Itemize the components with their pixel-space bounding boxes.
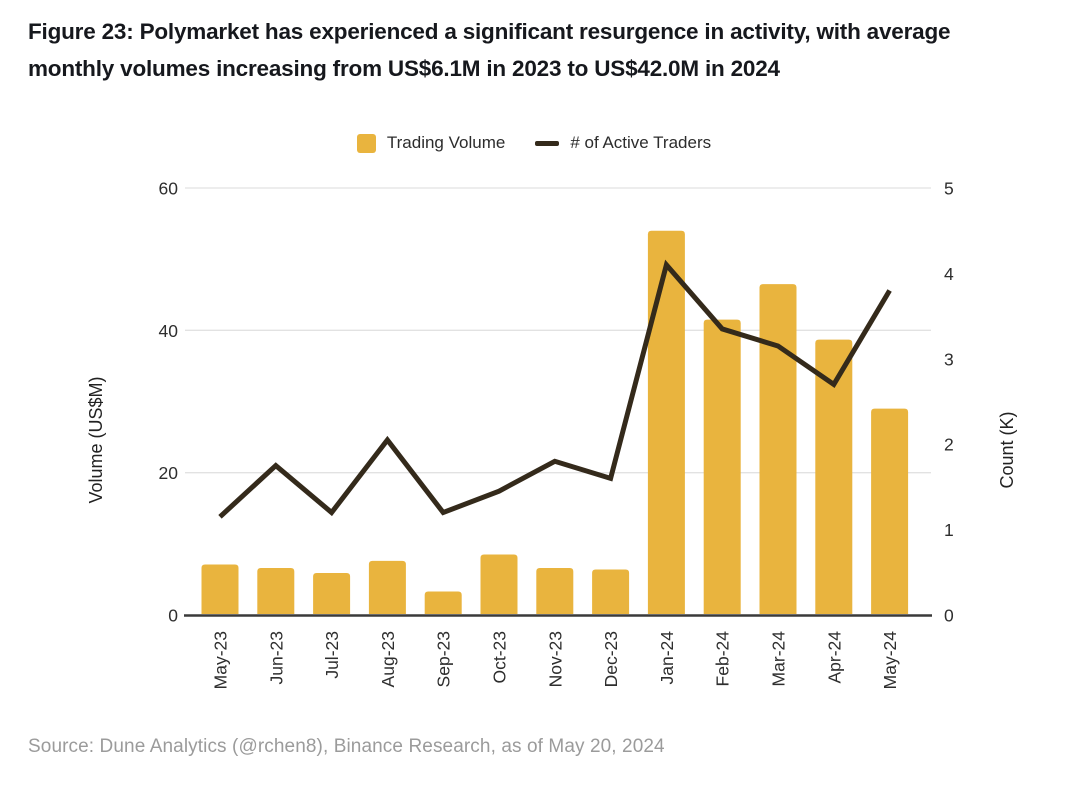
x-tick-Oct-23: Oct-23	[490, 631, 510, 684]
legend-label-active-traders: # of Active Traders	[570, 133, 712, 152]
x-tick-Sep-23: Sep-23	[434, 631, 454, 687]
x-tick-Aug-23: Aug-23	[378, 631, 398, 687]
x-tick-Dec-23: Dec-23	[601, 631, 621, 687]
legend-item-active-traders: # of Active Traders	[535, 133, 711, 153]
x-tick-Jul-23: Jul-23	[322, 631, 342, 679]
volume-bar-Apr-24	[815, 339, 853, 614]
volume-bar-Oct-23	[480, 554, 518, 614]
active-traders-line	[218, 259, 892, 519]
volume-bar-Aug-23	[368, 560, 406, 614]
figure-title: Figure 23: Polymarket has experienced a …	[28, 19, 951, 81]
y-right-tick-5: 5	[944, 179, 954, 199]
x-tick-Nov-23: Nov-23	[545, 631, 565, 687]
x-tick-Jun-23: Jun-23	[266, 631, 286, 685]
chart-legend: Trading Volume # of Active Traders	[0, 133, 1068, 153]
volume-bar-Feb-24	[703, 319, 741, 614]
volume-bar-Mar-24	[759, 284, 797, 614]
right-axis-title: Count (K)	[997, 411, 1017, 488]
left-axis-title: Volume (US$M)	[86, 376, 106, 503]
x-tick-Feb-24: Feb-24	[713, 631, 733, 687]
x-tick-May-24: May-24	[880, 631, 900, 690]
legend-item-trading-volume: Trading Volume	[356, 133, 506, 153]
y-right-tick-4: 4	[944, 264, 954, 284]
volume-bar-Dec-23	[592, 569, 630, 614]
y-right-tick-3: 3	[944, 349, 954, 369]
y-left-tick-20: 20	[159, 463, 179, 483]
y-left-tick-0: 0	[168, 606, 178, 626]
y-right-tick-1: 1	[944, 520, 954, 540]
y-left-tick-60: 60	[159, 179, 179, 199]
volume-bar-May-24	[871, 408, 909, 614]
source-note: Source: Dune Analytics (@rchen8), Binanc…	[28, 736, 665, 757]
x-tick-Mar-24: Mar-24	[769, 631, 789, 687]
volume-bar-Nov-23	[536, 568, 574, 614]
volume-bar-Jul-23	[313, 573, 351, 614]
volume-bar-May-23	[201, 564, 239, 614]
volume-bar-Jan-24	[647, 230, 685, 614]
y-left-tick-40: 40	[159, 321, 179, 341]
legend-label-trading-volume: Trading Volume	[386, 133, 506, 152]
line-swatch-icon	[535, 140, 560, 146]
volume-bar-Sep-23	[424, 591, 462, 614]
bar-swatch-icon	[356, 133, 376, 153]
x-tick-Apr-24: Apr-24	[824, 631, 844, 684]
y-right-tick-0: 0	[944, 606, 954, 626]
x-tick-May-23: May-23	[211, 631, 231, 689]
volume-bar-Jun-23	[257, 568, 295, 614]
x-tick-Jan-24: Jan-24	[657, 631, 677, 685]
y-right-tick-2: 2	[944, 435, 954, 455]
